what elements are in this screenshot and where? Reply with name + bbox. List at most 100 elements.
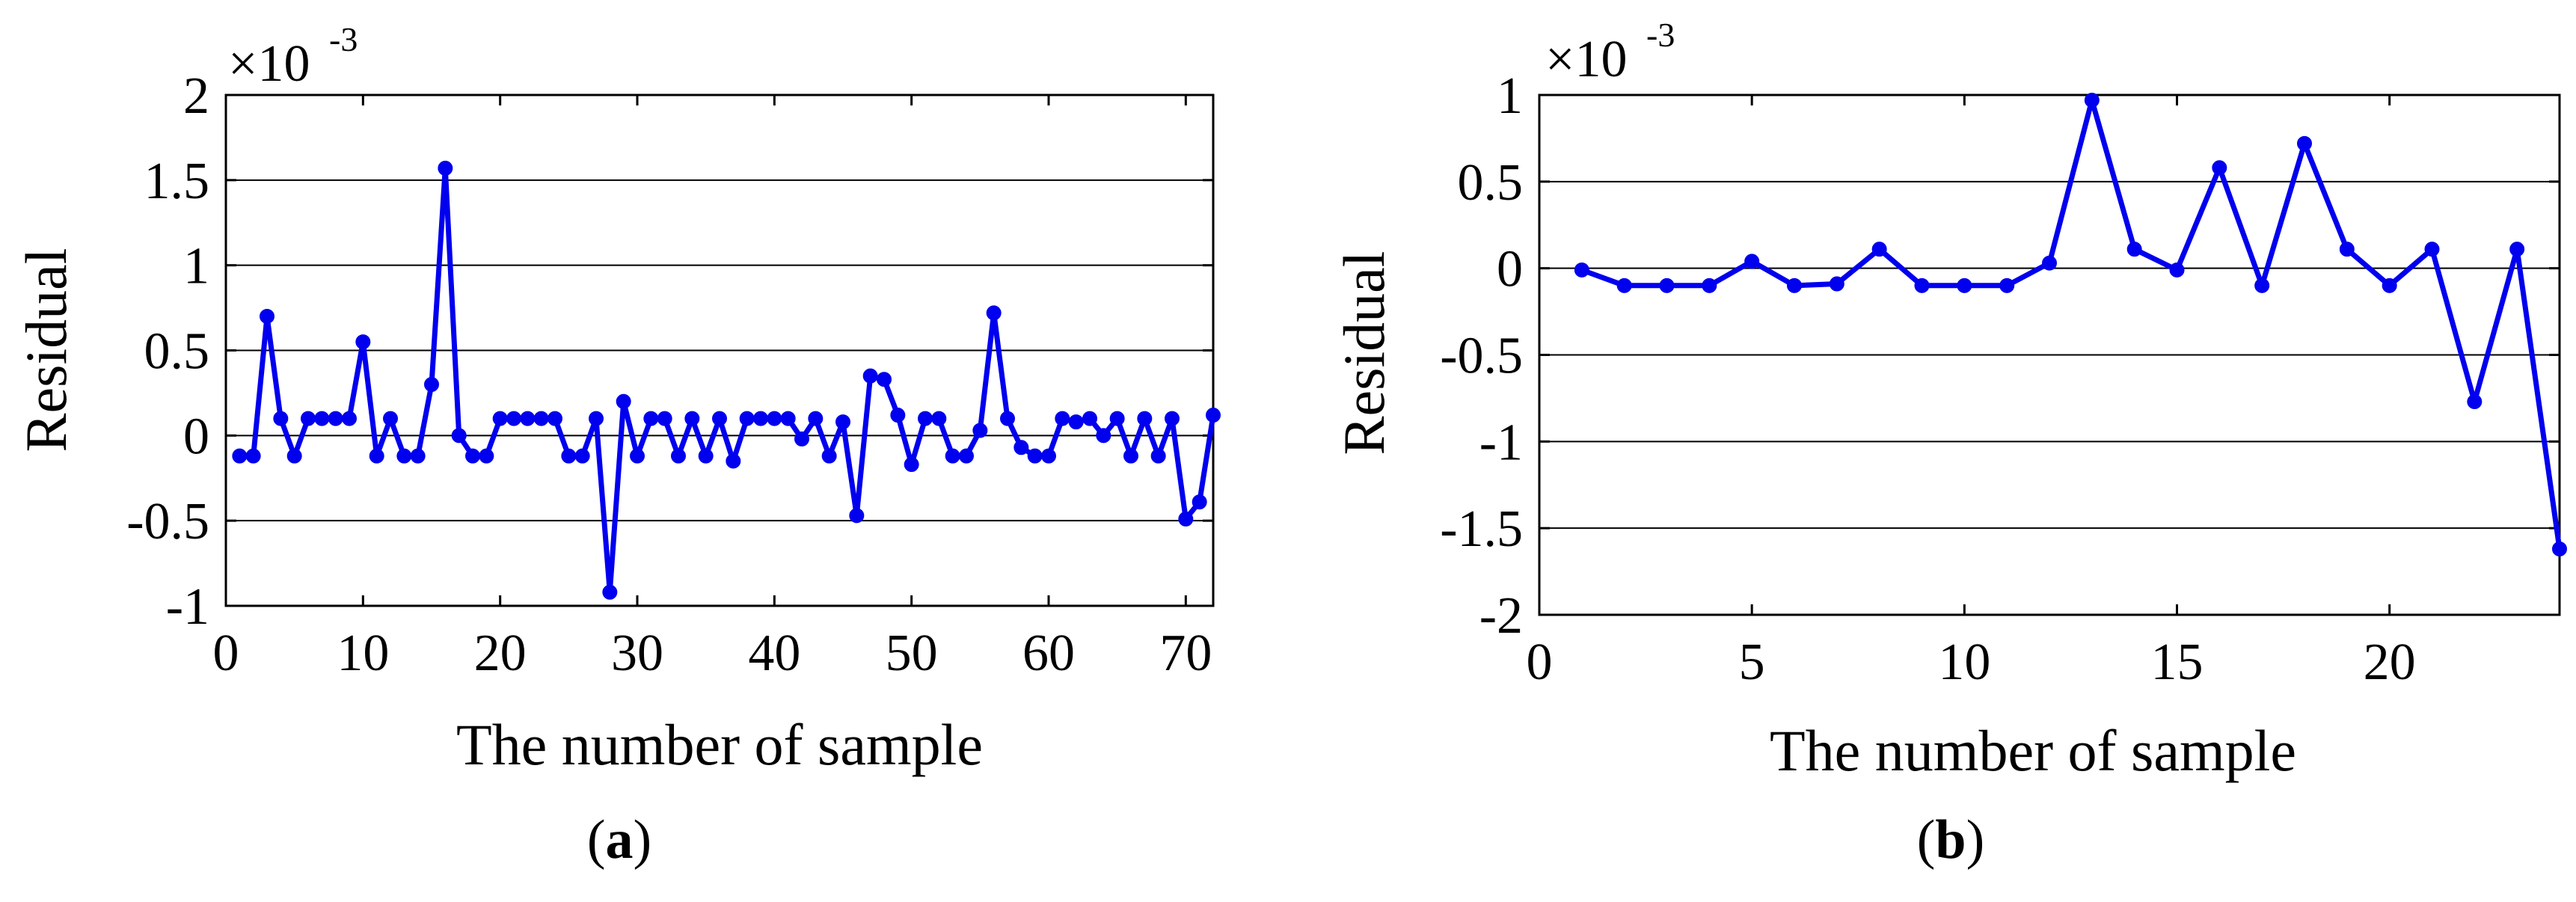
data-point <box>698 448 714 464</box>
x-tick-label: 5 <box>1739 633 1765 691</box>
y-tick-label: -1 <box>166 578 209 636</box>
data-point <box>245 448 261 464</box>
data-point <box>2042 255 2057 271</box>
data-point <box>1957 277 1972 293</box>
data-point <box>877 372 892 387</box>
data-point <box>862 368 878 384</box>
data-point <box>1574 262 1589 277</box>
data-point <box>438 160 453 176</box>
data-point <box>1616 277 1632 293</box>
data-point <box>1999 277 2015 293</box>
scale-multiplier: ×10 <box>228 35 310 93</box>
panel-caption: (a) <box>587 809 651 871</box>
data-point <box>520 411 536 426</box>
panel-caption: (b) <box>1917 809 1984 871</box>
data-point <box>931 411 947 426</box>
y-tick-label: 1 <box>1497 67 1523 125</box>
data-point <box>424 377 439 393</box>
data-point <box>794 431 809 447</box>
scale-multiplier: ×10 <box>1545 31 1627 88</box>
data-point <box>1871 242 1887 257</box>
data-point <box>561 448 577 464</box>
data-point <box>1178 511 1194 527</box>
x-tick-label: 10 <box>1938 633 1990 691</box>
data-point <box>643 411 659 426</box>
data-point <box>301 411 316 426</box>
data-point <box>314 411 330 426</box>
data-point <box>1109 411 1125 426</box>
panel-caption-letter: b <box>1935 809 1966 871</box>
data-point <box>1659 277 1675 293</box>
data-point <box>1914 277 1930 293</box>
y-tick-label: -2 <box>1479 587 1523 645</box>
data-point <box>945 448 960 464</box>
data-point <box>2339 242 2355 257</box>
data-point <box>972 423 988 438</box>
data-point <box>684 411 700 426</box>
data-point <box>232 448 248 464</box>
data-point <box>904 457 919 473</box>
data-point <box>574 448 590 464</box>
data-point <box>712 411 727 426</box>
data-point <box>465 448 480 464</box>
y-tick-label: 0 <box>183 408 209 465</box>
data-point <box>2212 160 2227 176</box>
data-point <box>2169 262 2185 277</box>
data-point <box>410 448 426 464</box>
data-point <box>451 428 467 444</box>
data-point <box>726 453 741 469</box>
data-point <box>602 584 618 600</box>
chart-panel-a: -1-0.500.511.520 10 20 30 40 50 60 70 ×10 -3 Re… <box>13 20 1221 871</box>
y-tick-label: 1 <box>183 238 209 295</box>
x-axis-label: The number of sample <box>456 712 983 777</box>
data-point <box>835 414 850 430</box>
data-point <box>2297 135 2312 151</box>
data-point <box>492 411 508 426</box>
data-point <box>780 411 796 426</box>
data-point <box>2126 242 2142 257</box>
data-point <box>479 448 494 464</box>
data-point <box>1165 411 1180 426</box>
y-tick-label: 2 <box>183 67 209 125</box>
x-tick-label: 10 <box>337 625 389 682</box>
data-point <box>1702 277 1717 293</box>
x-tick-label: 50 <box>886 625 938 682</box>
data-point <box>273 411 289 426</box>
data-point <box>1082 411 1097 426</box>
data-point <box>986 305 1002 321</box>
x-tick-label: 30 <box>611 625 663 682</box>
x-tick-label: 60 <box>1022 625 1075 682</box>
series-line <box>1580 97 2563 550</box>
x-tick-label: 40 <box>748 625 800 682</box>
data-point <box>1150 448 1166 464</box>
data-point <box>616 393 631 409</box>
data-point <box>2467 394 2483 410</box>
y-tick-label: 0.5 <box>1458 154 1524 212</box>
y-tick-label: 0 <box>1497 241 1523 298</box>
x-tick-label: 20 <box>2364 633 2416 691</box>
series-line <box>239 165 1216 595</box>
y-tick-label: -0.5 <box>126 493 209 550</box>
y-axis-label: Residual <box>1331 251 1396 455</box>
data-point <box>1027 448 1043 464</box>
data-point <box>589 411 604 426</box>
plot-area: -2-1.5-1-0.500.510 5 10 15 20 <box>1440 67 2567 691</box>
panel-caption-letter: a <box>606 809 634 871</box>
plot-area: -1-0.500.511.520 10 20 30 40 50 60 70 <box>126 67 1221 682</box>
data-point <box>739 411 755 426</box>
data-point <box>533 411 549 426</box>
data-point <box>260 308 275 324</box>
data-point <box>671 448 686 464</box>
data-point <box>369 448 384 464</box>
data-point <box>506 411 521 426</box>
x-axis-label: The number of sample <box>1770 718 2296 783</box>
data-point <box>1206 408 1221 423</box>
x-tick-label: 0 <box>1527 633 1553 691</box>
data-point <box>2509 242 2525 257</box>
data-point <box>890 408 906 423</box>
data-point <box>767 411 782 426</box>
data-point <box>328 411 343 426</box>
data-point <box>1013 440 1029 455</box>
y-axis-label: Residual <box>13 248 79 452</box>
